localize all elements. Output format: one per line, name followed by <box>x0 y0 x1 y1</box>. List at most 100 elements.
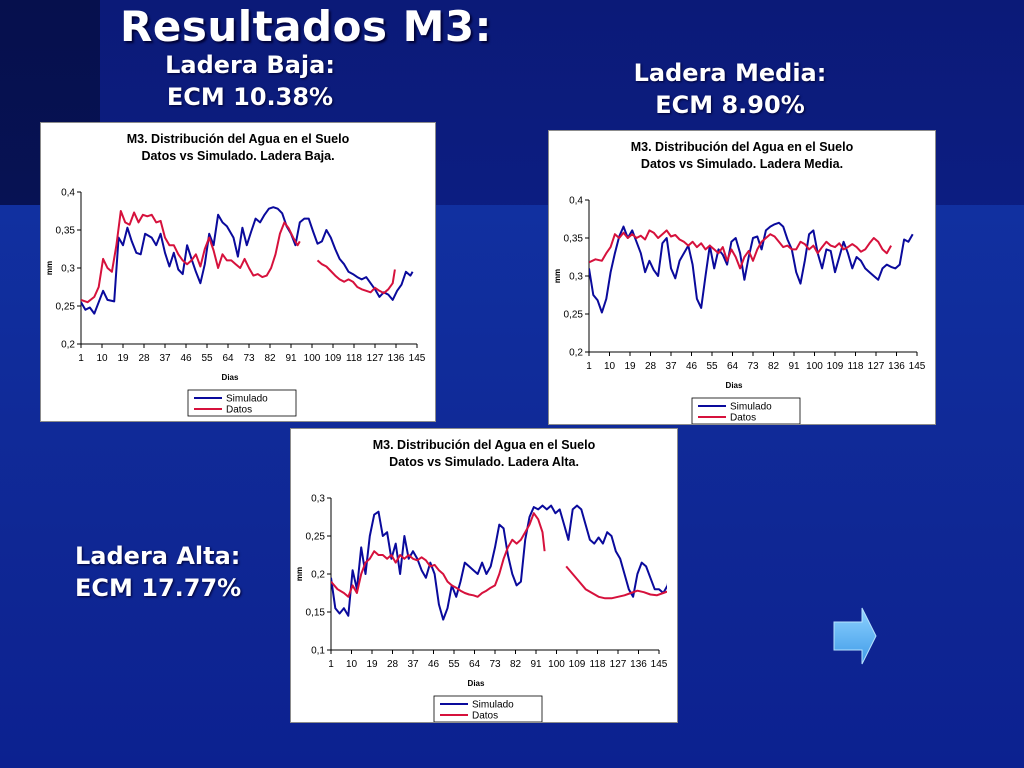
legend-label-simulado: Simulado <box>472 700 514 711</box>
slide-title: Resultados M3: <box>120 2 492 51</box>
series-line-datos <box>331 512 546 598</box>
x-tick-label: 145 <box>409 353 426 364</box>
y-axis-label: mm <box>45 261 54 275</box>
legend-label-datos: Datos <box>226 405 252 416</box>
ecm-media-line1: Ladera Media: <box>633 59 827 87</box>
chart-ladera-baja-svg: M3. Distribución del Agua en el Suelo Dat… <box>45 132 426 417</box>
x-tick-label: 64 <box>469 659 481 670</box>
x-axis-label: Dias <box>726 381 743 390</box>
y-tick-label: 0,2 <box>569 348 583 359</box>
x-tick-label: 55 <box>706 361 718 372</box>
x-tick-label: 118 <box>590 659 606 670</box>
ecm-media-line2: ECM 8.90% <box>655 91 805 119</box>
x-tick-label: 19 <box>117 353 129 364</box>
series-line-datos <box>589 229 892 270</box>
x-tick-label: 73 <box>243 353 255 364</box>
x-tick-label: 109 <box>569 659 586 670</box>
ecm-alta-line2: ECM 17.77% <box>75 574 242 602</box>
x-tick-label: 118 <box>848 361 864 372</box>
y-tick-label: 0,4 <box>61 188 75 199</box>
chart-ladera-baja: M3. Distribución del Agua en el Suelo Dat… <box>40 122 436 422</box>
chart-title-line1: M3. Distribución del Agua en el Suelo <box>373 438 596 452</box>
x-tick-label: 118 <box>346 353 362 364</box>
x-tick-label: 109 <box>827 361 844 372</box>
x-tick-label: 28 <box>387 659 399 670</box>
x-tick-label: 100 <box>548 659 565 670</box>
x-tick-label: 1 <box>78 353 84 364</box>
x-tick-label: 100 <box>304 353 321 364</box>
x-tick-label: 37 <box>159 353 171 364</box>
y-axis-label: mm <box>553 269 562 283</box>
chart-ladera-alta-svg: M3. Distribución del Agua en el Suelo Dat… <box>295 438 668 722</box>
legend-label-datos: Datos <box>730 413 756 424</box>
y-tick-label: 0,35 <box>56 226 76 237</box>
x-tick-label: 46 <box>428 659 440 670</box>
ecm-baja-line2: ECM 10.38% <box>166 83 334 111</box>
y-tick-label: 0,15 <box>306 608 326 619</box>
chart-title-line2: Datos vs Simulado. Ladera Baja. <box>141 149 334 163</box>
x-tick-label: 136 <box>888 361 905 372</box>
x-tick-label: 127 <box>610 659 627 670</box>
chart-ladera-media-svg: M3. Distribución del Agua en el Suelo Dat… <box>553 140 926 424</box>
chart-ladera-alta: M3. Distribución del Agua en el Suelo Dat… <box>290 428 678 723</box>
x-tick-label: 37 <box>665 361 677 372</box>
x-tick-label: 109 <box>325 353 342 364</box>
y-tick-label: 0,3 <box>569 272 583 283</box>
x-tick-label: 100 <box>806 361 823 372</box>
ecm-alta-label: Ladera Alta: ECM 17.77% <box>75 540 275 604</box>
y-tick-label: 0,4 <box>569 196 583 207</box>
chart-ladera-media: M3. Distribución del Agua en el Suelo Dat… <box>548 130 936 425</box>
x-tick-label: 55 <box>448 659 460 670</box>
legend-label-simulado: Simulado <box>226 394 268 405</box>
x-tick-label: 91 <box>285 353 297 364</box>
y-tick-label: 0,3 <box>311 494 325 505</box>
x-tick-label: 28 <box>645 361 657 372</box>
x-tick-label: 64 <box>727 361 739 372</box>
ecm-media-label: Ladera Media: ECM 8.90% <box>620 57 840 121</box>
x-tick-label: 1 <box>586 361 592 372</box>
y-tick-label: 0,25 <box>56 302 76 313</box>
x-axis-label: Dias <box>468 679 485 688</box>
x-tick-label: 145 <box>909 361 926 372</box>
chart-title-line1: M3. Distribución del Agua en el Suelo <box>631 140 854 154</box>
chart-title-line1: M3. Distribución del Agua en el Suelo <box>127 132 350 146</box>
y-axis-label: mm <box>295 567 304 581</box>
x-tick-label: 19 <box>366 659 378 670</box>
series-line-simulado <box>81 206 414 315</box>
series-line-datos <box>565 565 667 600</box>
y-tick-label: 0,3 <box>61 264 75 275</box>
x-tick-label: 127 <box>868 361 885 372</box>
x-tick-label: 82 <box>510 659 522 670</box>
legend-label-datos: Datos <box>472 711 498 722</box>
x-tick-label: 82 <box>768 361 780 372</box>
x-tick-label: 136 <box>388 353 405 364</box>
legend-label-simulado: Simulado <box>730 402 772 413</box>
x-tick-label: 91 <box>788 361 800 372</box>
x-tick-label: 10 <box>96 353 108 364</box>
x-tick-label: 10 <box>604 361 616 372</box>
x-tick-label: 82 <box>264 353 276 364</box>
series-line-datos <box>81 210 301 304</box>
x-tick-label: 73 <box>747 361 759 372</box>
x-tick-label: 136 <box>630 659 647 670</box>
x-tick-label: 127 <box>367 353 384 364</box>
x-tick-label: 73 <box>489 659 501 670</box>
y-tick-label: 0,25 <box>564 310 584 321</box>
ecm-baja-line1: Ladera Baja: <box>165 51 335 79</box>
ecm-alta-line1: Ladera Alta: <box>75 542 241 570</box>
right-arrow-icon[interactable] <box>832 606 878 668</box>
y-tick-label: 0,2 <box>311 570 325 581</box>
legend-box <box>433 695 543 722</box>
series-line-simulado <box>589 221 914 314</box>
y-tick-label: 0,1 <box>311 646 325 657</box>
x-tick-label: 19 <box>624 361 636 372</box>
x-tick-label: 91 <box>530 659 542 670</box>
x-tick-label: 64 <box>222 353 234 364</box>
x-tick-label: 10 <box>346 659 358 670</box>
ecm-baja-label: Ladera Baja: ECM 10.38% <box>150 49 350 113</box>
x-tick-label: 46 <box>686 361 698 372</box>
series-line-simulado <box>331 504 667 621</box>
